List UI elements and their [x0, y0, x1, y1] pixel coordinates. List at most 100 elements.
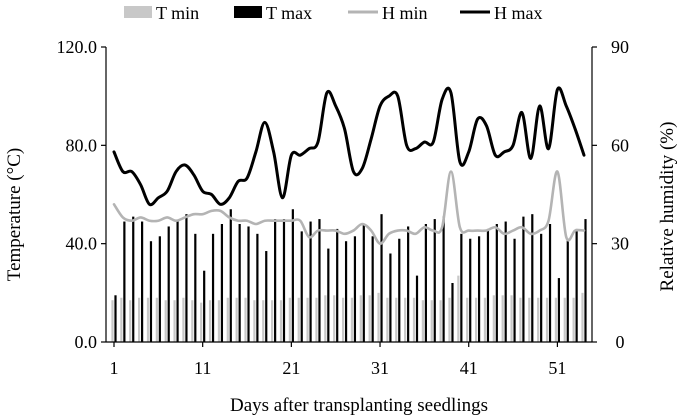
bar-t-min-6	[155, 297, 158, 342]
bar-t-min-35	[412, 297, 416, 342]
bar-t-min-40	[457, 275, 460, 343]
bar-t-min-26	[333, 295, 336, 342]
bar-t-min-44	[492, 295, 495, 342]
line-h-min	[112, 170, 586, 245]
bar-t-min-20	[279, 300, 283, 342]
bar-t-max-40	[460, 233, 463, 342]
bar-t-min-47	[519, 297, 522, 342]
x-tick-label: 41	[460, 358, 478, 378]
bar-t-min-34	[404, 297, 407, 342]
bar-t-max-54	[584, 219, 587, 342]
bar-t-min-7	[164, 300, 167, 342]
bar-t-max-23	[309, 221, 312, 342]
bar-t-max-21	[291, 209, 294, 342]
bar-t-max-3	[132, 216, 135, 343]
bar-t-max-35	[415, 275, 419, 343]
x-tick-label: 11	[194, 358, 211, 378]
bar-t-min-8	[173, 300, 176, 342]
y-right-tick-label: 30	[611, 234, 629, 254]
bar-t-min-15	[235, 297, 238, 342]
bar-t-min-29	[359, 295, 362, 342]
bar-t-max-24	[318, 219, 321, 342]
bar-t-max-50	[548, 224, 552, 342]
bar-t-max-31	[380, 214, 383, 342]
bar-t-max-19	[274, 219, 277, 342]
bar-t-min-19	[271, 300, 274, 342]
bar-t-min-49	[537, 297, 540, 342]
bar-t-max-29	[362, 224, 365, 342]
bar-t-max-18	[265, 251, 268, 342]
bar-t-min-46	[510, 295, 513, 342]
bar-t-min-27	[341, 297, 345, 342]
bar-t-min-31	[377, 292, 380, 342]
y-right-tick-label: 60	[611, 135, 629, 155]
bar-t-max-53	[575, 228, 578, 342]
bar-t-max-44	[495, 224, 498, 342]
bar-t-min-54	[581, 292, 584, 342]
legend-label-h-max: H max	[494, 3, 543, 23]
bar-t-max-8	[176, 221, 179, 342]
bar-t-min-24	[315, 297, 318, 342]
bar-t-max-26	[336, 228, 339, 342]
bar-t-max-2	[123, 221, 126, 342]
x-tick-label: 31	[371, 358, 389, 378]
bar-t-min-13	[217, 300, 221, 342]
bar-t-max-52	[566, 238, 569, 342]
bar-t-min-50	[545, 297, 549, 342]
bar-t-min-1	[111, 300, 114, 342]
bar-t-max-4	[141, 221, 144, 342]
bar-t-max-51	[557, 278, 560, 342]
y-right-tick-label: 90	[611, 37, 629, 57]
x-tick-label: 1	[110, 358, 119, 378]
bar-t-min-41	[466, 297, 469, 342]
bar-t-max-34	[407, 226, 410, 342]
bar-t-max-27	[344, 241, 348, 342]
lines-layer	[112, 86, 586, 245]
bar-t-max-25	[327, 248, 330, 342]
bar-t-min-51	[554, 297, 557, 342]
bar-t-max-48	[531, 214, 534, 342]
bar-t-max-43	[486, 228, 490, 342]
y-left-tick-label: 40.0	[66, 234, 98, 254]
bar-t-min-30	[368, 295, 371, 342]
bar-t-max-39	[451, 283, 454, 342]
bar-t-min-25	[324, 295, 327, 342]
y-right-tick-label: 0	[616, 332, 625, 352]
bar-t-min-22	[297, 297, 300, 342]
y-left-tick-label: 80.0	[66, 135, 98, 155]
bar-t-min-11	[200, 302, 203, 342]
bar-t-min-39	[448, 297, 451, 342]
bar-t-max-41	[469, 238, 472, 342]
y-axis-left-title: Temperature (°C)	[4, 148, 25, 281]
bar-t-max-15	[238, 224, 241, 342]
bar-t-max-22	[300, 231, 303, 343]
bar-t-min-32	[386, 297, 389, 342]
x-tick-label: 51	[548, 358, 566, 378]
bar-t-max-14	[229, 209, 232, 342]
bar-t-max-36	[424, 224, 427, 342]
y-axis-right-title: Relative humidity (%)	[657, 122, 678, 292]
bar-t-max-20	[282, 219, 286, 342]
bar-t-max-16	[247, 226, 250, 342]
bar-t-max-7	[167, 226, 170, 342]
bars-layer	[111, 209, 587, 343]
bar-t-max-46	[513, 238, 516, 342]
bar-t-max-32	[389, 253, 392, 342]
line-h-max	[112, 86, 586, 207]
y-left-tick-label: 120.0	[57, 37, 98, 57]
bar-t-max-42	[477, 236, 481, 342]
bar-t-min-28	[350, 297, 354, 342]
bar-t-max-10	[194, 233, 197, 342]
bar-t-max-30	[371, 236, 374, 342]
bar-t-min-48	[528, 297, 531, 342]
bar-t-min-9	[182, 297, 185, 342]
bar-t-min-42	[474, 297, 478, 342]
legend-label-t-max: T max	[266, 3, 312, 23]
bar-t-max-1	[114, 295, 117, 342]
bar-t-max-13	[220, 224, 224, 342]
bar-t-min-38	[439, 300, 442, 342]
bar-t-max-12	[211, 233, 215, 342]
